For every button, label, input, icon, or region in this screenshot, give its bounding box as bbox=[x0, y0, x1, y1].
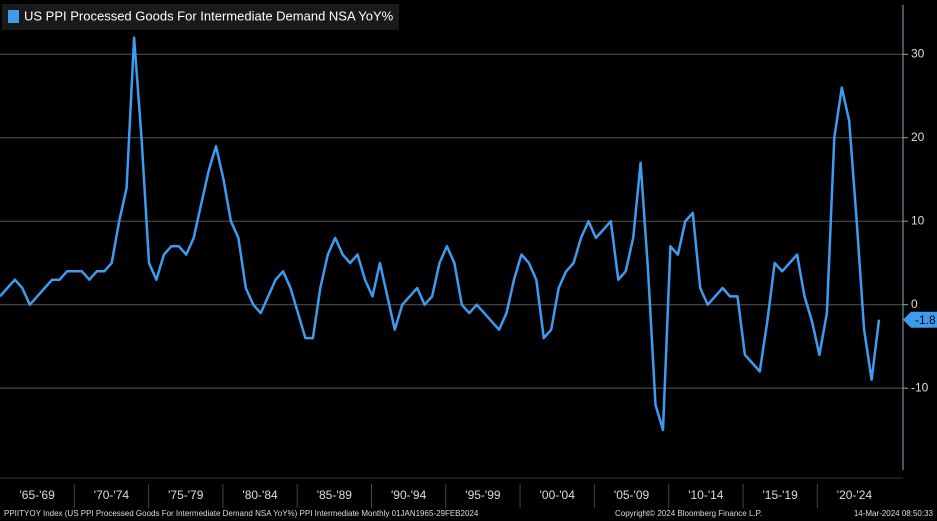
footer-copyright: Copyright© 2024 Bloomberg Finance L.P. bbox=[615, 509, 762, 518]
last-value-label: -1.8 bbox=[915, 313, 936, 327]
x-tick-label: '20-'24 bbox=[837, 488, 873, 502]
y-tick-label: 20 bbox=[911, 130, 925, 144]
x-tick-label: '65-'69 bbox=[20, 488, 56, 502]
x-tick-label: '85-'89 bbox=[317, 488, 353, 502]
x-tick-label: '95-'99 bbox=[465, 488, 501, 502]
x-tick-label: '90-'94 bbox=[391, 488, 427, 502]
x-tick-label: '70-'74 bbox=[94, 488, 130, 502]
footer-timestamp: 14-Mar-2024 08:50:33 bbox=[854, 509, 934, 518]
y-tick-label: -10 bbox=[911, 380, 929, 394]
legend-label: US PPI Processed Goods For Intermediate … bbox=[24, 8, 394, 23]
legend-box bbox=[2, 4, 399, 30]
x-tick-label: '00-'04 bbox=[540, 488, 576, 502]
x-tick-label: '75-'79 bbox=[168, 488, 204, 502]
legend-swatch bbox=[8, 10, 19, 23]
y-tick-label: 10 bbox=[911, 213, 925, 227]
last-value-tag bbox=[903, 311, 937, 328]
y-tick-label: 0 bbox=[911, 297, 918, 311]
footer-source: PPIITYOY Index (US PPI Processed Goods F… bbox=[4, 509, 479, 518]
x-tick-label: '10-'14 bbox=[688, 488, 724, 502]
x-tick-label: '15-'19 bbox=[763, 488, 799, 502]
x-tick-label: '05-'09 bbox=[614, 488, 650, 502]
line-series bbox=[0, 36, 881, 432]
x-tick-label: '80-'84 bbox=[242, 488, 278, 502]
y-tick-label: 30 bbox=[911, 46, 925, 60]
